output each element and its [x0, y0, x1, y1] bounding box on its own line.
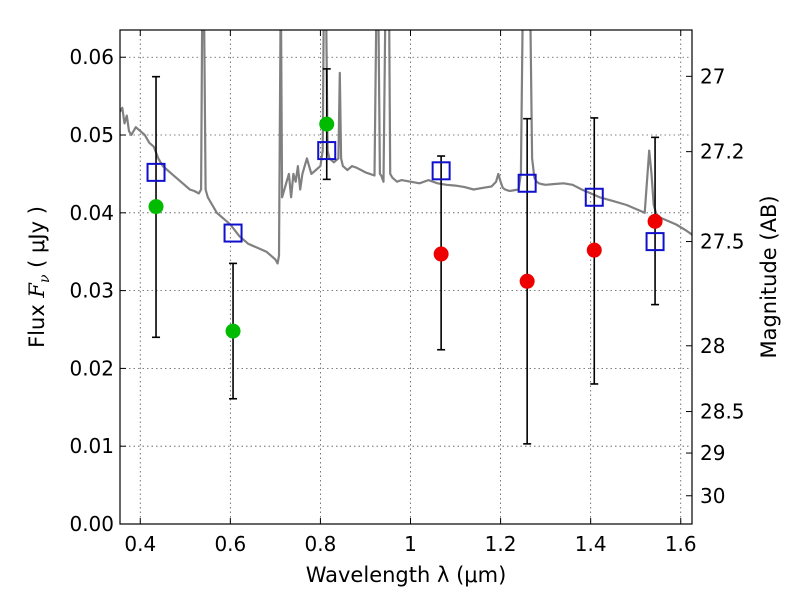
x-tick-label: 0.4 [124, 532, 156, 556]
mag-tick-label: 29 [700, 441, 725, 465]
y-axis-label-subscript: ν [37, 274, 53, 283]
mag-tick-label: 27 [700, 64, 725, 88]
model-flux-square [431, 161, 451, 181]
mag-tick-label: 28 [700, 334, 725, 358]
mag-tick-label: 30 [700, 484, 725, 508]
model-flux-square [517, 173, 537, 193]
model-flux-square [645, 232, 665, 252]
y-axis-label-prefix: Flux [25, 298, 49, 348]
model-flux-square [146, 162, 166, 182]
detected-flux-point [319, 116, 335, 132]
detected-flux-point [148, 199, 164, 215]
y-tick-label: 0.04 [69, 201, 114, 225]
axis-ticks: 0.4 0.6 0.8 1 1.2 1.4 1.6 0.00 0.01 0.02 0.03 0.04 0… [69, 30, 745, 556]
plot-frame [119, 29, 693, 525]
y-tick-label: 0.01 [69, 434, 114, 458]
sed-model-curve [120, 30, 692, 265]
model-flux-square [584, 187, 604, 207]
sed-curve-group [120, 30, 692, 265]
y-tick-label: 0.05 [69, 123, 114, 147]
y-tick-label: 0.03 [69, 279, 114, 303]
mag-tick-label: 28.5 [700, 400, 745, 424]
x-tick-label: 1 [404, 532, 417, 556]
y-tick-label: 0.06 [69, 45, 114, 69]
y2-axis-label: Magnitude (AB) [757, 195, 781, 358]
detected-flux-point [225, 323, 241, 339]
y-axis-label-symbol: F [25, 282, 49, 299]
upper-flux-point [647, 213, 663, 229]
y-axis-label: Flux Fν ( μJy ) [25, 206, 53, 348]
x-tick-label: 1.6 [665, 532, 697, 556]
x-tick-label: 1.2 [485, 532, 517, 556]
plot-area [120, 30, 692, 524]
mag-tick-label: 27.2 [700, 140, 745, 164]
model-flux-square [317, 141, 337, 161]
x-tick-label: 0.8 [305, 532, 337, 556]
data-points [146, 116, 665, 339]
mag-tick-label: 27.5 [700, 230, 745, 254]
upper-flux-point [519, 273, 535, 289]
x-tick-label: 1.4 [575, 532, 607, 556]
model-flux-square [223, 223, 243, 243]
upper-flux-point [433, 246, 449, 262]
x-axis-label: Wavelength λ (μm) [306, 563, 507, 587]
y-tick-label: 0.02 [69, 356, 114, 380]
y-tick-label: 0.00 [69, 512, 114, 536]
y-axis-label-suffix: ( μJy ) [25, 206, 49, 274]
upper-flux-point [586, 242, 602, 258]
x-tick-label: 0.6 [214, 532, 246, 556]
